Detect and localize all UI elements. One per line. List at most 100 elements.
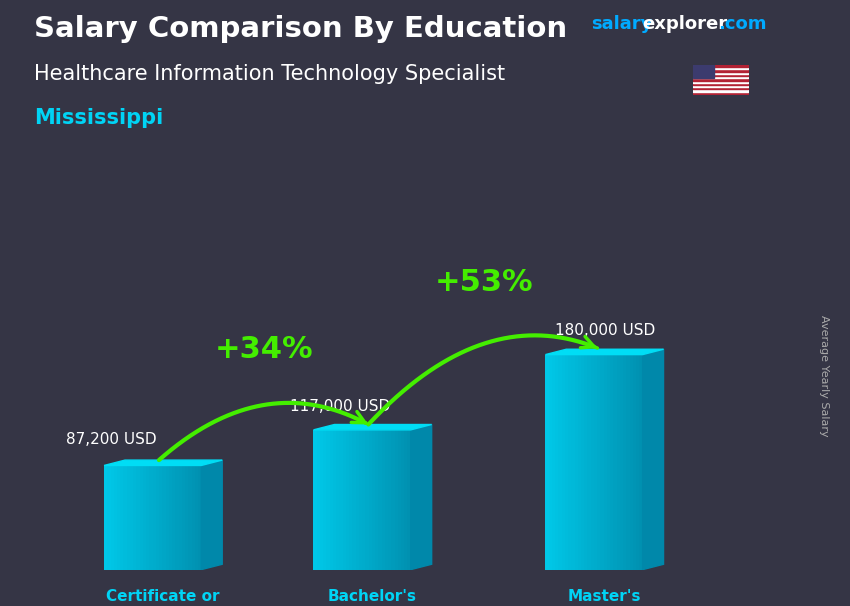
Polygon shape	[172, 465, 176, 570]
Text: .com: .com	[718, 15, 767, 33]
Text: Healthcare Information Technology Specialist: Healthcare Information Technology Specia…	[34, 64, 505, 84]
Polygon shape	[153, 465, 156, 570]
Polygon shape	[639, 355, 643, 570]
Polygon shape	[604, 355, 607, 570]
Polygon shape	[401, 430, 405, 570]
Polygon shape	[346, 430, 349, 570]
Polygon shape	[333, 430, 337, 570]
Polygon shape	[391, 430, 395, 570]
Polygon shape	[633, 355, 637, 570]
Polygon shape	[575, 355, 578, 570]
Polygon shape	[584, 355, 588, 570]
Polygon shape	[630, 355, 633, 570]
Polygon shape	[198, 465, 201, 570]
Text: Certificate or
Diploma: Certificate or Diploma	[106, 589, 220, 606]
Polygon shape	[117, 465, 121, 570]
Polygon shape	[146, 465, 150, 570]
Polygon shape	[643, 349, 664, 570]
Polygon shape	[359, 430, 362, 570]
Polygon shape	[349, 430, 353, 570]
Polygon shape	[182, 465, 185, 570]
Polygon shape	[355, 430, 360, 570]
Polygon shape	[169, 465, 173, 570]
Polygon shape	[398, 430, 401, 570]
Polygon shape	[326, 430, 330, 570]
Polygon shape	[353, 430, 356, 570]
Polygon shape	[591, 355, 594, 570]
Polygon shape	[362, 430, 365, 570]
Polygon shape	[166, 465, 169, 570]
Polygon shape	[195, 465, 198, 570]
Polygon shape	[371, 430, 376, 570]
Polygon shape	[587, 355, 591, 570]
Text: +53%: +53%	[435, 268, 534, 297]
Polygon shape	[388, 430, 392, 570]
Polygon shape	[175, 465, 179, 570]
Polygon shape	[614, 355, 617, 570]
Polygon shape	[330, 430, 333, 570]
Polygon shape	[693, 65, 714, 78]
Polygon shape	[636, 355, 640, 570]
Polygon shape	[394, 430, 398, 570]
Polygon shape	[626, 355, 630, 570]
Polygon shape	[594, 355, 598, 570]
Polygon shape	[156, 465, 160, 570]
Polygon shape	[104, 465, 108, 570]
Polygon shape	[314, 424, 432, 430]
Text: +34%: +34%	[214, 335, 313, 364]
Text: 87,200 USD: 87,200 USD	[66, 432, 157, 447]
Polygon shape	[407, 430, 411, 570]
Polygon shape	[320, 430, 324, 570]
Polygon shape	[130, 465, 133, 570]
Polygon shape	[571, 355, 575, 570]
Polygon shape	[150, 465, 153, 570]
Polygon shape	[548, 355, 552, 570]
Polygon shape	[120, 465, 124, 570]
Polygon shape	[405, 430, 408, 570]
Polygon shape	[189, 465, 192, 570]
Polygon shape	[159, 465, 162, 570]
Polygon shape	[185, 465, 189, 570]
Polygon shape	[137, 465, 140, 570]
Polygon shape	[552, 355, 555, 570]
Polygon shape	[104, 460, 222, 465]
Text: Mississippi: Mississippi	[34, 108, 163, 128]
Polygon shape	[562, 355, 565, 570]
Polygon shape	[369, 430, 372, 570]
Polygon shape	[385, 430, 388, 570]
Text: 180,000 USD: 180,000 USD	[555, 324, 655, 339]
Polygon shape	[336, 430, 340, 570]
Polygon shape	[139, 465, 144, 570]
Polygon shape	[114, 465, 117, 570]
Polygon shape	[314, 430, 317, 570]
Polygon shape	[568, 355, 572, 570]
Text: Master's
Degree: Master's Degree	[568, 589, 641, 606]
Polygon shape	[600, 355, 604, 570]
Polygon shape	[378, 430, 382, 570]
Text: Average Yearly Salary: Average Yearly Salary	[819, 315, 829, 436]
Polygon shape	[366, 430, 369, 570]
Text: Bachelor's
Degree: Bachelor's Degree	[328, 589, 417, 606]
Polygon shape	[123, 465, 127, 570]
Polygon shape	[162, 465, 166, 570]
Polygon shape	[558, 355, 562, 570]
Polygon shape	[555, 355, 558, 570]
Polygon shape	[127, 465, 130, 570]
Polygon shape	[375, 430, 379, 570]
Polygon shape	[610, 355, 614, 570]
Polygon shape	[607, 355, 610, 570]
Text: salary: salary	[591, 15, 652, 33]
Text: explorer: explorer	[643, 15, 728, 33]
Polygon shape	[323, 430, 326, 570]
Polygon shape	[133, 465, 137, 570]
Polygon shape	[201, 460, 222, 570]
Text: Salary Comparison By Education: Salary Comparison By Education	[34, 15, 567, 43]
Polygon shape	[339, 430, 343, 570]
Text: 117,000 USD: 117,000 USD	[290, 399, 390, 414]
Polygon shape	[578, 355, 581, 570]
Polygon shape	[546, 349, 664, 355]
Polygon shape	[546, 355, 549, 570]
Polygon shape	[564, 355, 569, 570]
Polygon shape	[411, 424, 432, 570]
Polygon shape	[598, 355, 601, 570]
